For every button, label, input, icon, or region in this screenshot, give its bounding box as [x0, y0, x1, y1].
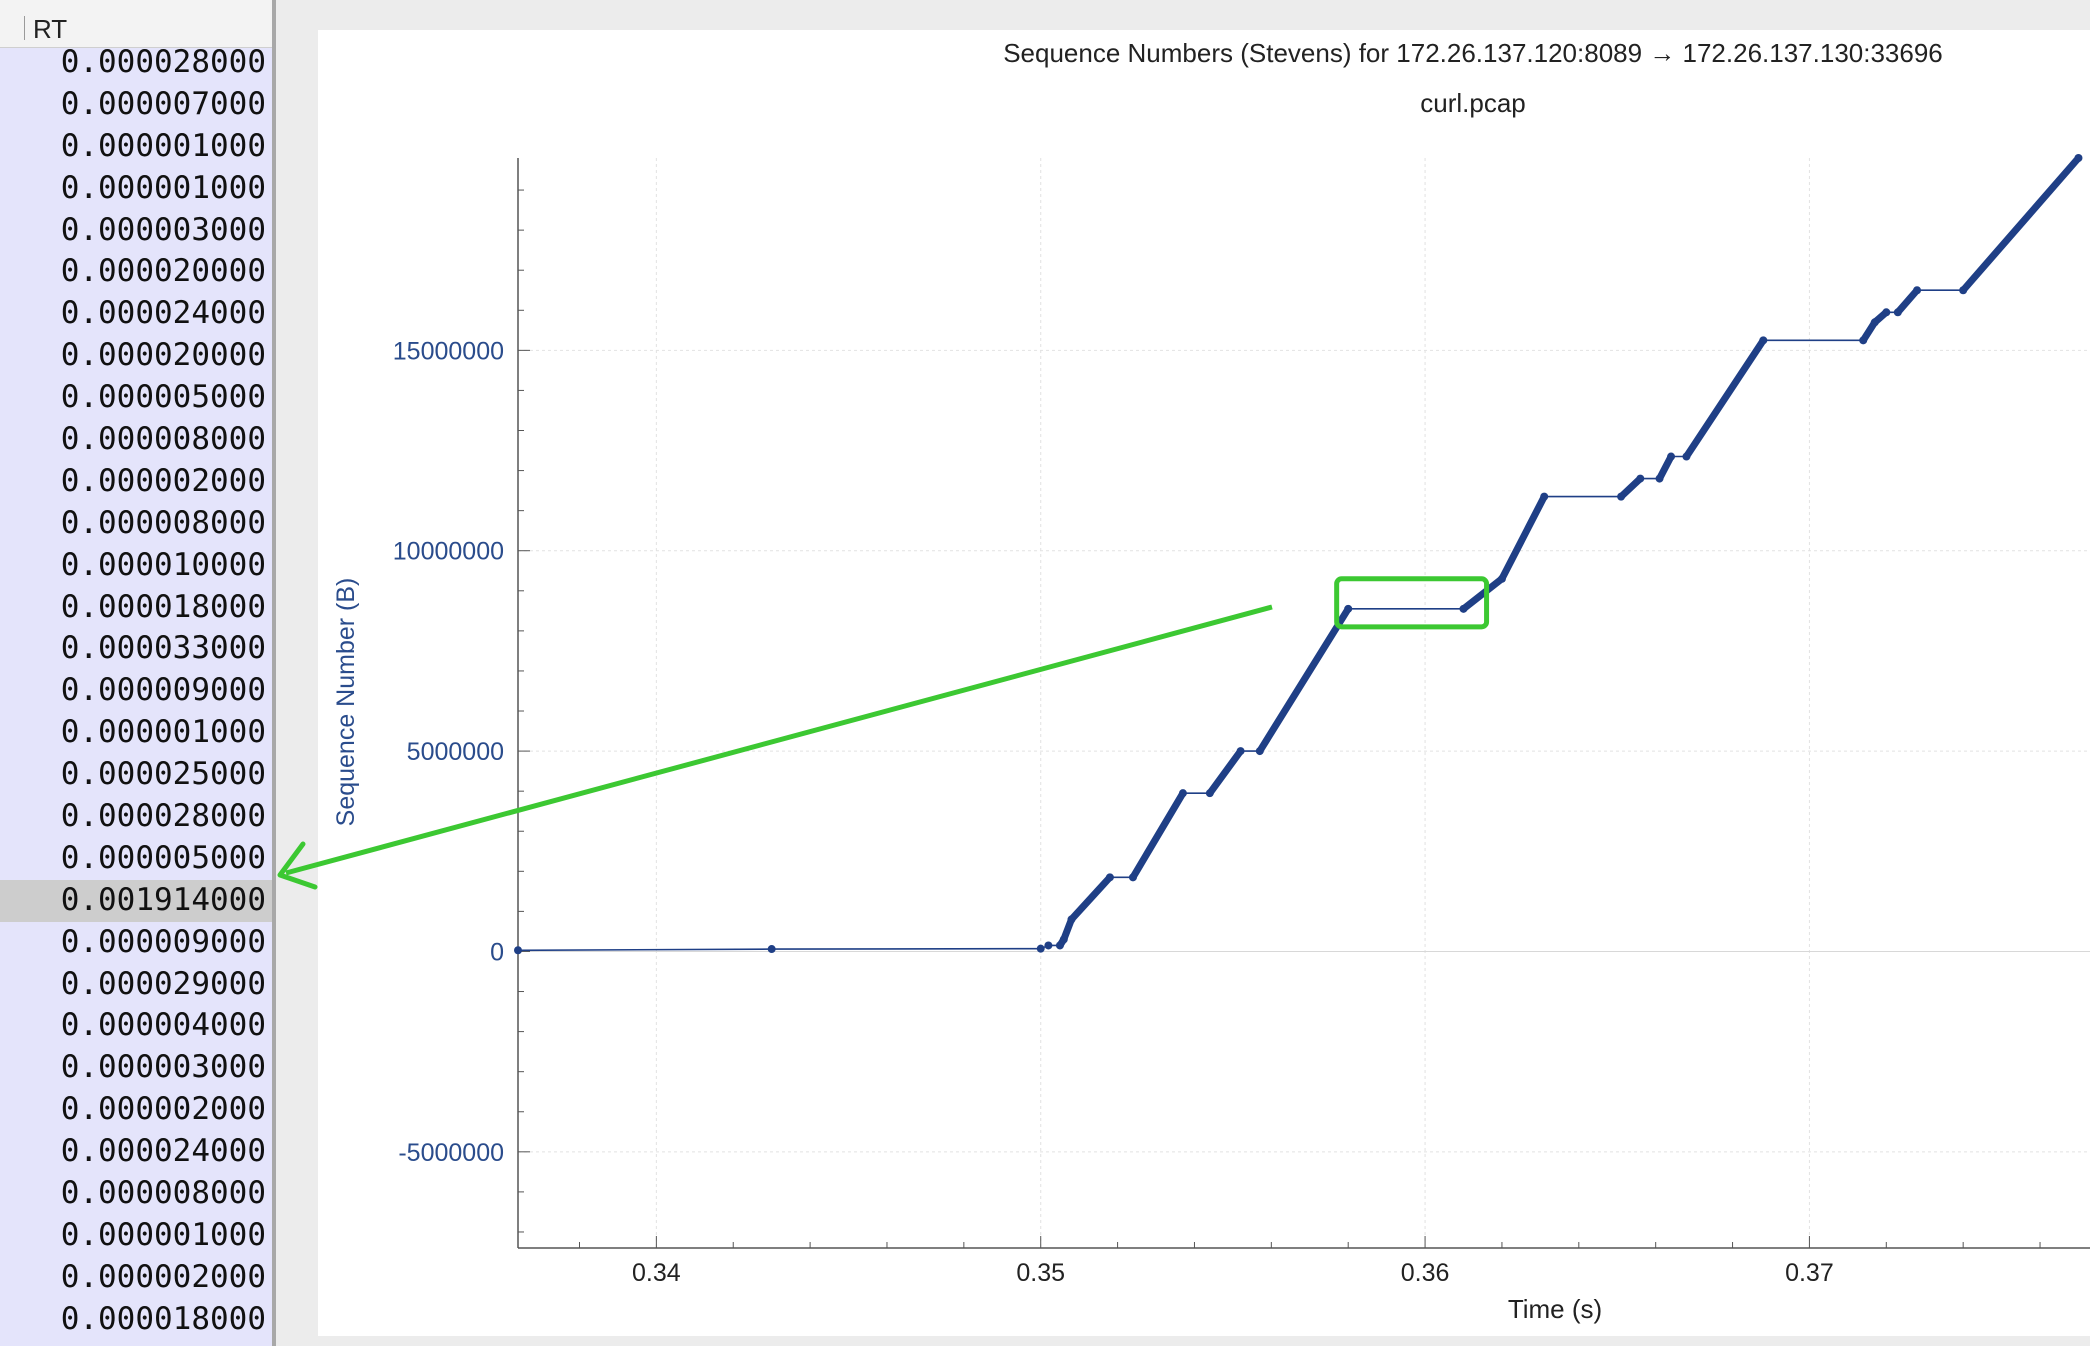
rt-column-header[interactable]: RT — [0, 0, 272, 48]
rt-row[interactable]: 0.000029000 — [60, 965, 266, 1002]
y-tick-label: 10000000 — [393, 538, 504, 566]
rt-column-header-label: RT — [33, 14, 68, 44]
rt-row[interactable]: 0.000020000 — [60, 253, 266, 290]
sequence-point — [1105, 873, 1114, 882]
y-tick-label: 15000000 — [393, 337, 504, 365]
rt-row[interactable]: 0.000005000 — [60, 839, 266, 876]
sequence-point — [1682, 452, 1691, 461]
sequence-point — [1870, 318, 1879, 327]
rt-value-list: 0.000028000 0.000007000 0.000001000 0.00000… — [0, 42, 272, 1341]
chart-title: Sequence Numbers (Stevens) for 172.26.13… — [1003, 38, 1943, 68]
sequence-burst-segment — [1656, 453, 1675, 483]
rt-row[interactable]: 0.000004000 — [60, 1007, 266, 1044]
sequence-point — [1882, 308, 1891, 317]
rt-row[interactable]: 0.000005000 — [60, 379, 266, 416]
rt-row[interactable]: 0.000001000 — [60, 169, 266, 206]
rt-row[interactable]: 0.000028000 — [60, 798, 266, 835]
sequence-point — [1128, 873, 1137, 882]
sequence-point — [1636, 474, 1645, 483]
sequence-point — [1893, 308, 1902, 317]
rt-row[interactable]: 0.000002000 — [60, 1258, 266, 1295]
sequence-point — [2074, 154, 2083, 162]
x-tick-label: 0.34 — [632, 1259, 681, 1287]
sequence-point — [1667, 452, 1676, 461]
sequence-point — [1059, 935, 1068, 944]
x-tick-label: 0.37 — [1785, 1259, 1834, 1287]
rt-row[interactable]: 0.000002000 — [60, 1091, 266, 1128]
rt-row[interactable]: 0.000007000 — [60, 85, 266, 122]
sequence-point — [1655, 474, 1664, 483]
sequence-point — [1036, 944, 1045, 953]
rt-row[interactable]: 0.000001000 — [60, 1216, 266, 1253]
annotation-arrow-head — [277, 841, 318, 890]
sequence-point — [1540, 492, 1549, 501]
sequence-point — [1044, 941, 1053, 950]
chart-subtitle: curl.pcap — [1420, 88, 1526, 118]
sequence-burst-segment — [1617, 475, 1644, 501]
sequence-burst-segment — [1959, 154, 2082, 294]
rt-row[interactable]: 0.000001000 — [60, 714, 266, 751]
rt-row[interactable]: 0.000008000 — [60, 1175, 266, 1212]
sequence-burst-segment — [1498, 493, 1548, 583]
rt-row[interactable]: 0.000025000 — [60, 756, 266, 793]
sequence-series-line — [517, 157, 2080, 952]
sequence-point — [1497, 574, 1506, 583]
sequence-number-chart[interactable]: 0.34 0.35 0.36 0.37 -5000000 0 5000000 10000000… — [318, 30, 2090, 1336]
rt-row[interactable]: 0.000003000 — [60, 211, 266, 248]
rt-row[interactable]: 0.000001000 — [60, 127, 266, 164]
sequence-burst-segment — [1682, 336, 1767, 461]
rt-row[interactable]: 0.000002000 — [60, 462, 266, 499]
rt-row[interactable]: 0.000003000 — [60, 1049, 266, 1086]
sequence-point — [1859, 336, 1868, 345]
rt-row[interactable]: 0.000008000 — [60, 504, 266, 541]
sequence-burst-segment — [1067, 873, 1114, 923]
sequence-point — [514, 946, 522, 955]
sequence-point — [767, 945, 776, 954]
sequence-burst-segment — [1894, 286, 1921, 316]
rt-row[interactable]: 0.000033000 — [60, 630, 266, 667]
sequence-point — [1913, 286, 1922, 295]
sequence-point — [1255, 747, 1264, 756]
sequence-point — [1205, 789, 1214, 798]
y-tick-label: -5000000 — [398, 1139, 504, 1167]
rt-row[interactable]: 0.000024000 — [60, 295, 266, 332]
sequence-burst-segment — [1206, 747, 1245, 797]
sequence-point — [1178, 789, 1187, 798]
rt-row[interactable]: 0.000008000 — [60, 421, 266, 458]
sequence-point — [1759, 336, 1768, 345]
rt-row[interactable]: 0.000010000 — [60, 546, 266, 583]
sequence-point — [1055, 941, 1064, 950]
rt-row[interactable]: 0.000028000 — [60, 44, 266, 80]
graph-panel: 0.34 0.35 0.36 0.37 -5000000 0 5000000 10000000… — [318, 30, 2090, 1336]
sequence-point — [1344, 604, 1353, 613]
y-tick-label: 5000000 — [407, 738, 504, 766]
rt-row[interactable]: 0.000018000 — [60, 1300, 266, 1337]
sequence-point — [1617, 492, 1626, 501]
rt-row[interactable]: 0.000009000 — [60, 672, 266, 709]
rt-row-selected[interactable]: 0.001914000 — [0, 879, 272, 922]
rt-column-panel[interactable]: RT 0.000028000 0.000007000 0.000001000 0.00… — [0, 0, 276, 1346]
annotation-highlight-box — [1334, 576, 1490, 630]
x-axis-label: Time (s) — [1508, 1294, 1602, 1324]
rt-row[interactable]: 0.000024000 — [60, 1133, 266, 1170]
sequence-burst-segment — [1256, 605, 1352, 755]
sequence-point — [1236, 747, 1245, 756]
column-separator[interactable] — [24, 16, 25, 40]
x-tick-label: 0.35 — [1016, 1259, 1065, 1287]
sequence-point — [1459, 604, 1468, 613]
rt-row[interactable]: 0.000018000 — [60, 588, 266, 625]
sequence-burst-segment — [1460, 575, 1506, 613]
rt-row[interactable]: 0.000020000 — [60, 337, 266, 374]
sequence-point — [1959, 286, 1968, 295]
sequence-burst-segment — [1129, 789, 1187, 881]
x-tick-label: 0.36 — [1401, 1259, 1450, 1287]
y-axis-label: Sequence Number (B) — [332, 578, 360, 827]
y-tick-label: 0 — [490, 938, 504, 966]
rt-row[interactable]: 0.000009000 — [60, 923, 266, 960]
sequence-point — [1067, 915, 1076, 924]
